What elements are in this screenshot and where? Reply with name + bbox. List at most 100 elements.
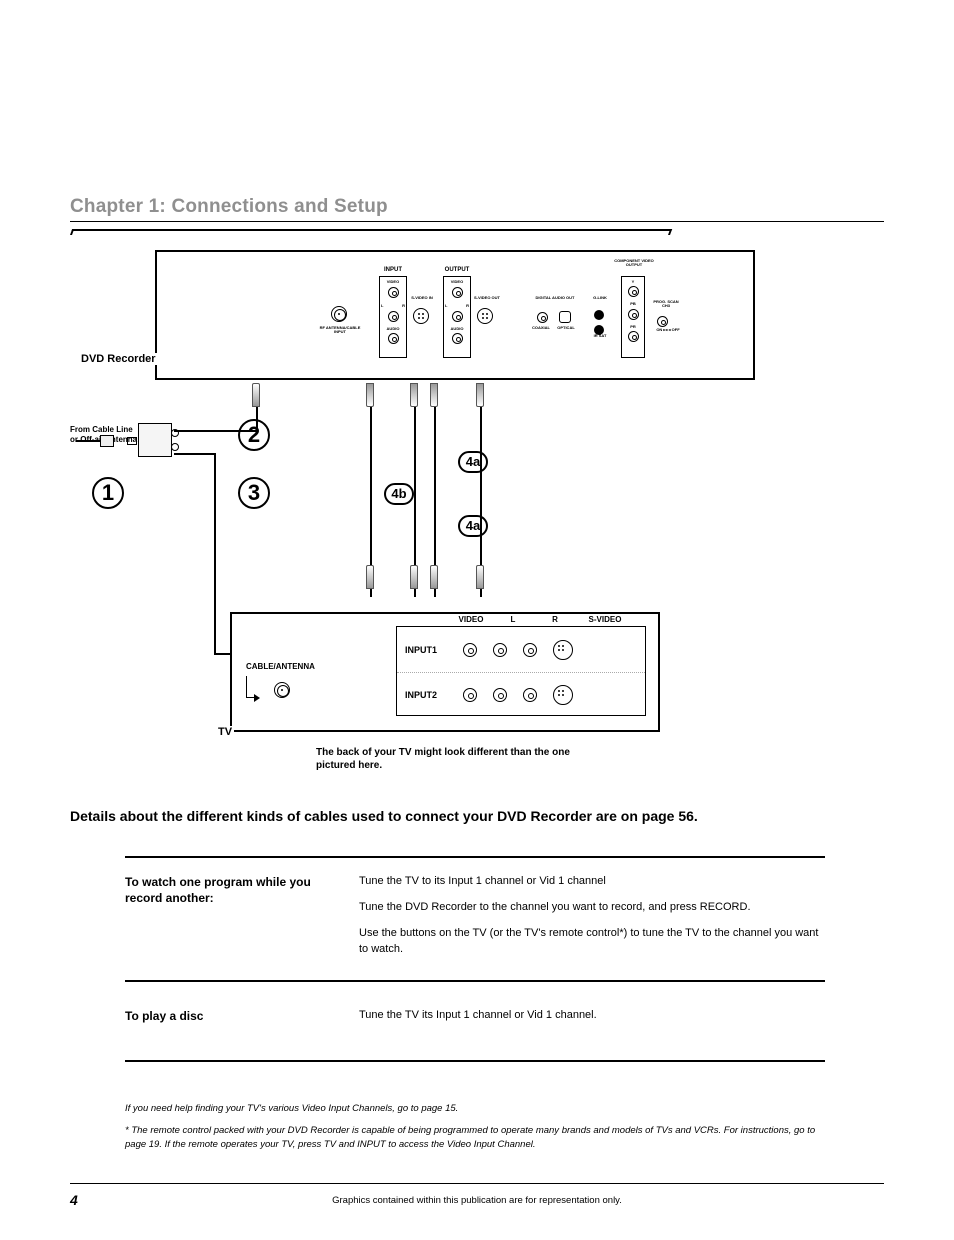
svideo-out [477,308,493,329]
step-4a-2: 4a [458,515,488,537]
coaxial-label: COAXIAL [530,326,552,330]
video-label: VIDEO [380,280,406,284]
tv-col-labels: VIDEO L R S-VIDEO [457,615,635,624]
audio-r-in [388,333,399,344]
instr-1-p3: Use the buttons on the TV (or the TV's r… [359,926,825,958]
audio-l-in [388,311,399,322]
dig-audio-label: DIGITAL AUDIO OUT [533,296,577,300]
cable-antenna-label: CABLE/ANTENNA [246,662,315,671]
instr-1-right: Tune the TV to its Input 1 channel or Vi… [359,874,825,968]
glink-label: G-LINK [589,296,611,300]
output-group: OUTPUT VIDEO L R AUDIO [443,276,471,358]
instr-2-right: Tune the TV its Input 1 channel or Vid 1… [359,1008,825,1034]
plug-r-out [430,383,438,407]
chapter-rule [70,221,884,222]
instruction-table: To watch one program while you record an… [125,850,825,1068]
ca-arrow [254,694,260,702]
tv-in1-video [463,643,477,657]
connection-diagram: RF ANTENNA/CABLE INPUT INPUT VIDEO L R A… [70,235,884,740]
tv-in2-r [523,688,537,702]
splitter-in [127,437,137,445]
splitter [138,423,172,457]
tv-col-l: L [499,615,527,624]
plug-sv-out [476,383,484,407]
antenna-plug [100,435,114,447]
wire-2a [174,430,256,432]
input-group: INPUT VIDEO L R AUDIO [379,276,407,358]
tv-in1-l [493,643,507,657]
antenna-wire [76,440,102,442]
plug-rf-dvd [252,383,260,407]
component-label: COMPONENT VIDEO OUTPUT [614,259,654,268]
wire-3a [174,453,214,455]
plug-l-out [410,383,418,407]
note-2: * The remote control packed with your DV… [125,1124,825,1152]
svideo-in [413,308,429,329]
instr-row-2: To play a disc Tune the TV its Input 1 c… [125,988,825,1054]
tv-in2-video [463,688,477,702]
cable-antenna-jack [274,682,290,703]
tv-input1-row: INPUT1 [397,627,645,672]
instr-row-1: To watch one program while you record an… [125,864,825,974]
plug-r-tv [430,565,438,589]
step-4a-1: 4a [458,451,488,473]
output-hdr: OUTPUT [444,267,470,273]
pb-jack [628,309,639,320]
plug-sv-tv [476,565,484,589]
tv-in2-svideo [553,685,573,705]
step-4b: 4b [384,483,414,505]
video-out-label: VIDEO [444,280,470,284]
l: L [381,304,383,308]
footer-rule [70,1183,884,1184]
rule-bottom [125,1060,825,1062]
plug-l-tv [410,565,418,589]
rule-top [125,856,825,858]
video-in-jack [388,287,399,298]
tv-inputs: VIDEO L R S-VIDEO INPUT1 INPUT2 [396,626,646,716]
tv-input2-row: INPUT2 [397,672,645,717]
chapter-title: Chapter 1: Connections and Setup [70,196,388,218]
plug-v-tv [366,565,374,589]
dvd-recorder-label: DVD Recorder [79,353,158,365]
step-1: 1 [92,477,124,509]
rule-mid [125,980,825,982]
instr-1-p1: Tune the TV to its Input 1 channel or Vi… [359,874,825,890]
svideo-in-label: S-VIDEO IN [409,296,435,300]
rf-label: RF ANTENNA/CABLE INPUT [315,326,365,335]
tv-col-r: R [541,615,569,624]
audio-l-out [452,311,463,322]
audio-r-out [452,333,463,344]
tv-label: TV [216,726,234,738]
note-1: If you need help finding your TV's vario… [125,1102,825,1116]
video-out-jack [452,287,463,298]
tv-col-svideo: S-VIDEO [583,615,627,624]
tv-input1-label: INPUT1 [405,645,447,655]
tv-col-video: VIDEO [457,615,485,624]
rf-jack [331,306,347,327]
dvd-recorder-panel: RF ANTENNA/CABLE INPUT INPUT VIDEO L R A… [155,250,755,380]
step-2: 2 [238,419,270,451]
ca-bracket [246,676,254,698]
instr-1-left: To watch one program while you record an… [125,874,335,968]
optical-label: OPTICAL [555,326,577,330]
details-line: Details about the different kinds of cab… [70,808,884,824]
plug-v-out [366,383,374,407]
prog2-label: ON ▸◂ ◂ OFF [651,328,685,332]
instr-1-p2: Tune the DVD Recorder to the channel you… [359,900,825,916]
tv-in1-r [523,643,537,657]
tv-input2-label: INPUT2 [405,690,447,700]
instr-2-p1: Tune the TV its Input 1 channel or Vid 1… [359,1008,825,1024]
ir-label: IR SAT [589,334,611,338]
prog-label: PROG. SCAN CH3 [653,300,679,309]
y-jack [628,286,639,297]
pr-jack [628,331,639,342]
r2: R [466,304,469,308]
footnotes: If you need help finding your TV's vario… [125,1102,825,1159]
dvd-panel-top [70,229,672,235]
instr-2-left: To play a disc [125,1008,335,1034]
tv-in1-svideo [553,640,573,660]
svideo-out-label: S-VIDEO OUT [473,296,501,300]
tv-in2-l [493,688,507,702]
tv-panel: CABLE/ANTENNA VIDEO L R S-VIDEO INPUT1 [230,612,660,732]
page: Chapter 1: Connections and Setup RF ANTE… [0,0,954,1240]
